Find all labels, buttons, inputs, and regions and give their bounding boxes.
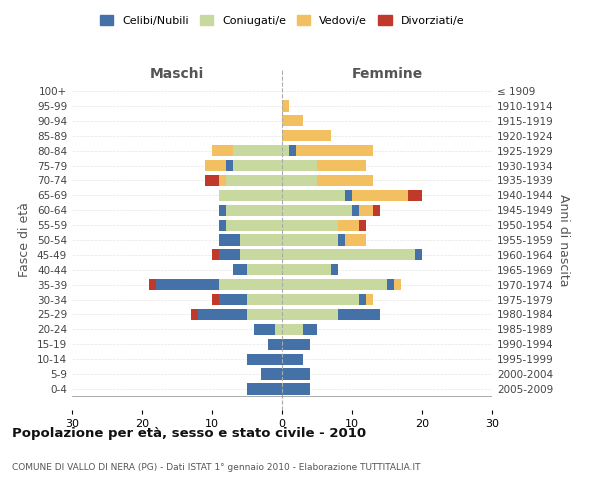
Bar — [219, 220, 226, 230]
Bar — [219, 190, 282, 201]
Bar — [275, 324, 282, 335]
Bar — [303, 324, 317, 335]
Legend: Celibi/Nubili, Coniugati/e, Vedovi/e, Divorziati/e: Celibi/Nubili, Coniugati/e, Vedovi/e, Di… — [95, 10, 469, 30]
Bar — [219, 294, 247, 305]
Y-axis label: Fasce di età: Fasce di età — [19, 202, 31, 278]
Bar — [338, 234, 345, 246]
Bar — [282, 204, 352, 216]
Bar — [394, 279, 401, 290]
Bar — [282, 175, 317, 186]
Bar — [219, 175, 226, 186]
Bar — [282, 130, 331, 141]
Text: Femmine: Femmine — [352, 66, 422, 80]
Bar — [282, 160, 317, 171]
Bar — [254, 324, 275, 335]
Bar — [317, 175, 373, 186]
Bar — [345, 234, 366, 246]
Bar — [282, 115, 303, 126]
Bar — [289, 145, 296, 156]
Bar — [212, 145, 233, 156]
Bar — [282, 220, 338, 230]
Bar — [247, 294, 282, 305]
Text: COMUNE DI VALLO DI NERA (PG) - Dati ISTAT 1° gennaio 2010 - Elaborazione TUTTITA: COMUNE DI VALLO DI NERA (PG) - Dati ISTA… — [12, 462, 421, 471]
Bar — [240, 250, 282, 260]
Bar — [247, 309, 282, 320]
Y-axis label: Anni di nascita: Anni di nascita — [557, 194, 570, 286]
Bar — [226, 204, 282, 216]
Bar — [268, 338, 282, 350]
Bar — [359, 294, 366, 305]
Bar — [408, 190, 422, 201]
Bar — [331, 264, 338, 276]
Bar — [296, 145, 373, 156]
Bar — [282, 294, 359, 305]
Bar — [219, 250, 240, 260]
Bar — [338, 309, 380, 320]
Bar — [233, 145, 282, 156]
Bar — [282, 264, 331, 276]
Text: Popolazione per età, sesso e stato civile - 2010: Popolazione per età, sesso e stato civil… — [12, 428, 366, 440]
Bar — [212, 294, 219, 305]
Bar — [282, 234, 338, 246]
Bar — [387, 279, 394, 290]
Bar — [282, 279, 387, 290]
Bar — [156, 279, 219, 290]
Bar — [226, 220, 282, 230]
Bar — [282, 145, 289, 156]
Bar — [247, 384, 282, 394]
Bar — [338, 220, 359, 230]
Bar — [219, 204, 226, 216]
Bar — [191, 309, 198, 320]
Bar — [233, 264, 247, 276]
Bar — [359, 204, 373, 216]
Bar — [205, 160, 226, 171]
Bar — [282, 324, 303, 335]
Bar — [359, 220, 366, 230]
Bar — [352, 190, 408, 201]
Bar — [247, 354, 282, 365]
Bar — [233, 160, 282, 171]
Text: Maschi: Maschi — [150, 66, 204, 80]
Bar — [366, 294, 373, 305]
Bar — [282, 368, 310, 380]
Bar — [247, 264, 282, 276]
Bar — [415, 250, 422, 260]
Bar — [219, 234, 240, 246]
Bar — [282, 100, 289, 112]
Bar — [282, 190, 345, 201]
Bar — [205, 175, 219, 186]
Bar — [282, 250, 415, 260]
Bar — [282, 309, 338, 320]
Bar — [282, 384, 310, 394]
Bar — [226, 175, 282, 186]
Bar — [240, 234, 282, 246]
Bar — [198, 309, 247, 320]
Bar — [149, 279, 156, 290]
Bar — [373, 204, 380, 216]
Bar — [317, 160, 366, 171]
Bar — [345, 190, 352, 201]
Bar — [282, 354, 303, 365]
Bar — [261, 368, 282, 380]
Bar — [352, 204, 359, 216]
Bar — [212, 250, 219, 260]
Bar — [219, 279, 282, 290]
Bar — [282, 338, 310, 350]
Bar — [226, 160, 233, 171]
